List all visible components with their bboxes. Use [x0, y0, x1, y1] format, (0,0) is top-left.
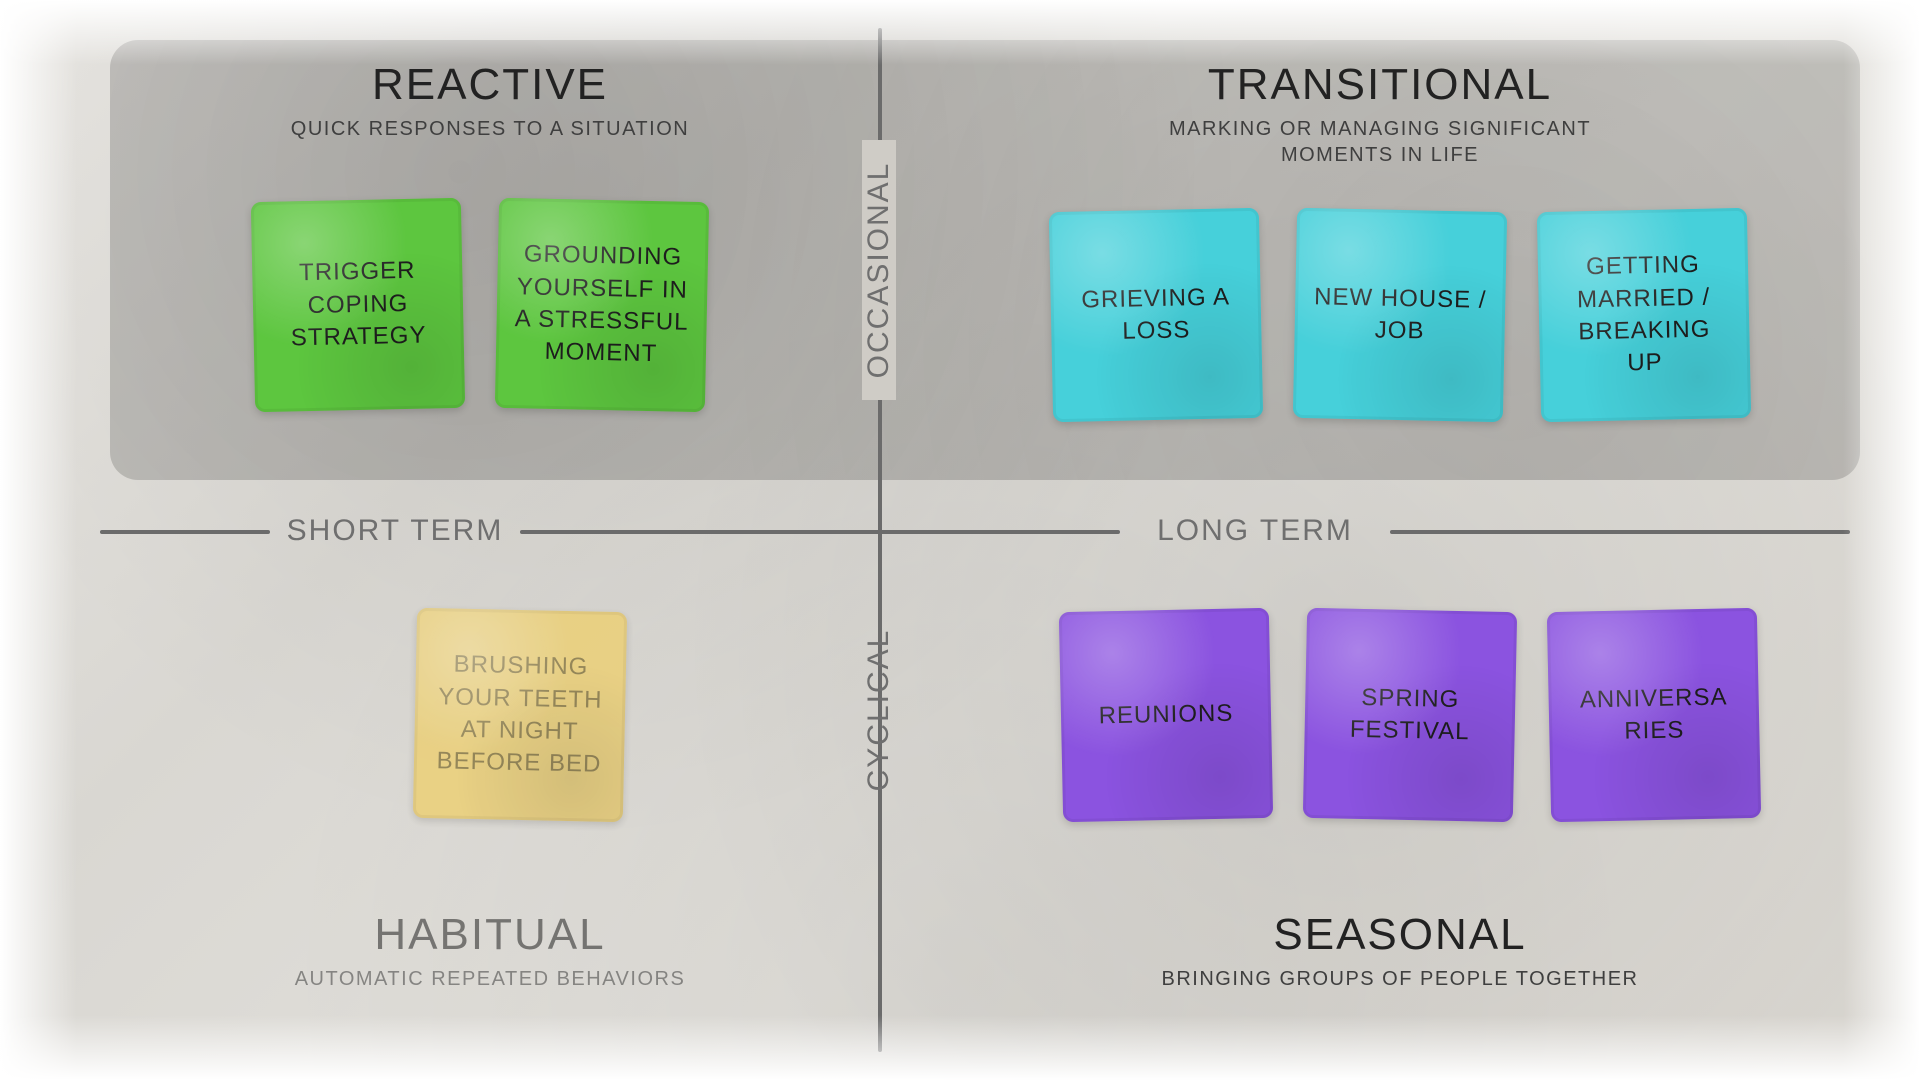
transitional-cards: GRIEVING A LOSS NEW HOUSE / JOB GETTING …	[960, 210, 1840, 420]
seasonal-cards: REUNIONS SPRING FESTIVAL ANNIVERSA RIES	[980, 610, 1840, 820]
quadrant-title: HABITUAL	[160, 910, 820, 960]
axis-horizontal	[1390, 530, 1850, 534]
quadrant-title: SEASONAL	[960, 910, 1840, 960]
card-seasonal-2: ANNIVERSA RIES	[1547, 608, 1761, 822]
axis-horizontal	[520, 530, 1120, 534]
card-text: GRIEVING A LOSS	[1068, 281, 1243, 349]
habitual-cards: BRUSHING YOUR TEETH AT NIGHT BEFORE BED	[370, 610, 670, 820]
quadrant-subtitle: MARKING OR MANAGING SIGNIFICANT MOMENTS …	[1120, 116, 1640, 168]
card-text: REUNIONS	[1098, 697, 1233, 732]
diagram-canvas: SHORT TERM LONG TERM OCCASIONAL CYCLICAL…	[0, 0, 1920, 1080]
axis-label-short-term: SHORT TERM	[270, 514, 520, 548]
quadrant-transitional: TRANSITIONAL MARKING OR MANAGING SIGNIFI…	[930, 60, 1830, 168]
quadrant-subtitle: BRINGING GROUPS OF PEOPLE TOGETHER	[960, 966, 1840, 992]
card-text: GROUNDING YOURSELF IN A STRESSFUL MOMENT	[514, 238, 691, 371]
axis-label-long-term: LONG TERM	[1130, 514, 1380, 548]
quadrant-title: REACTIVE	[120, 60, 860, 110]
card-seasonal-1: SPRING FESTIVAL	[1303, 608, 1517, 822]
card-habitual-0: BRUSHING YOUR TEETH AT NIGHT BEFORE BED	[413, 608, 627, 822]
card-transitional-2: GETTING MARRIED / BREAKING UP	[1537, 208, 1751, 422]
card-transitional-0: GRIEVING A LOSS	[1049, 208, 1263, 422]
axis-label-occasional: OCCASIONAL	[862, 140, 896, 400]
quadrant-title: TRANSITIONAL	[930, 60, 1830, 110]
quadrant-seasonal: SEASONAL BRINGING GROUPS OF PEOPLE TOGET…	[960, 910, 1840, 992]
quadrant-subtitle: AUTOMATIC REPEATED BEHAVIORS	[160, 966, 820, 992]
card-text: TRIGGER COPING STRATEGY	[270, 255, 446, 356]
card-text: ANNIVERSA RIES	[1566, 681, 1741, 749]
quadrant-habitual: HABITUAL AUTOMATIC REPEATED BEHAVIORS	[160, 910, 820, 992]
card-reactive-1: GROUNDING YOURSELF IN A STRESSFUL MOMENT	[495, 198, 709, 412]
quadrant-reactive: REACTIVE QUICK RESPONSES TO A SITUATION	[120, 60, 860, 142]
axis-label-cyclical: CYCLICAL	[862, 600, 896, 820]
card-reactive-0: TRIGGER COPING STRATEGY	[251, 198, 465, 412]
card-text: GETTING MARRIED / BREAKING UP	[1556, 248, 1733, 381]
card-text: BRUSHING YOUR TEETH AT NIGHT BEFORE BED	[432, 648, 609, 781]
card-transitional-1: NEW HOUSE / JOB	[1293, 208, 1507, 422]
quadrant-subtitle: QUICK RESPONSES TO A SITUATION	[120, 116, 860, 142]
card-text: SPRING FESTIVAL	[1322, 681, 1497, 749]
axis-horizontal	[100, 530, 270, 534]
card-text: NEW HOUSE / JOB	[1312, 281, 1487, 349]
card-seasonal-0: REUNIONS	[1059, 608, 1273, 822]
reactive-cards: TRIGGER COPING STRATEGY GROUNDING YOURSE…	[150, 200, 810, 410]
